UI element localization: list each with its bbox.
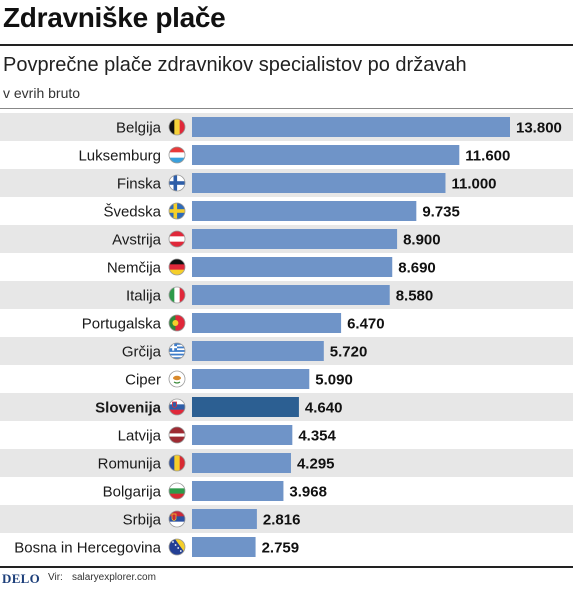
- bar: [192, 313, 342, 333]
- bar: [192, 453, 291, 473]
- bar: [192, 425, 293, 445]
- category-label: Portugalska: [82, 316, 162, 333]
- category-label: Belgija: [116, 120, 162, 137]
- flag-italy-icon: [168, 286, 186, 304]
- source-value: salaryexplorer.com: [72, 572, 156, 583]
- value-label: 2.759: [262, 540, 300, 557]
- category-label: Romunija: [98, 456, 162, 473]
- category-label: Luksemburg: [78, 148, 161, 165]
- bar-row: Finska 11.000: [0, 169, 573, 197]
- value-label: 8.690: [398, 260, 436, 277]
- value-label: 8.580: [396, 288, 434, 305]
- bar-highlighted: [192, 397, 299, 417]
- bar-row: Romunija 4.295: [0, 449, 573, 477]
- footer-rule: [0, 566, 573, 568]
- category-label: Nemčija: [107, 260, 162, 277]
- category-label: Bosna in Hercegovina: [14, 540, 161, 557]
- category-label: Srbija: [123, 512, 162, 529]
- flag-sweden-icon: [168, 202, 186, 220]
- value-label: 4.354: [298, 428, 336, 445]
- category-label: Švedska: [103, 204, 161, 221]
- chart-subtitle: Povprečne plače zdravnikov specialistov …: [3, 54, 467, 76]
- bar-row: Ciper 5.090: [125, 369, 353, 389]
- bar-row: Belgija 13.800: [0, 113, 573, 141]
- value-label: 8.900: [403, 232, 441, 249]
- category-label: Avstrija: [112, 232, 162, 249]
- title-rule: [0, 44, 573, 46]
- value-label: 9.735: [422, 204, 460, 221]
- flag-luxembourg-icon: [168, 146, 186, 164]
- row-stripe: [0, 505, 573, 533]
- value-label: 11.600: [465, 148, 510, 165]
- bar-row: Bolgarija 3.968: [103, 481, 327, 501]
- bar: [192, 369, 310, 389]
- category-label: Latvija: [118, 428, 162, 445]
- bar-row: Portugalska 6.470: [82, 313, 385, 333]
- chart-title: Zdravniške plače: [3, 2, 226, 33]
- bar: [192, 481, 284, 501]
- bar: [192, 229, 398, 249]
- bar-row: Avstrija 8.900: [0, 225, 573, 253]
- value-label: 4.640: [305, 400, 343, 417]
- category-label: Bolgarija: [103, 484, 162, 501]
- bar: [192, 173, 446, 193]
- bar: [192, 257, 393, 277]
- category-label: Ciper: [125, 372, 161, 389]
- bar: [192, 285, 390, 305]
- value-label: 13.800: [516, 120, 562, 137]
- unit-label: v evrih bruto: [3, 85, 81, 101]
- header-rule: [0, 108, 573, 109]
- bar-row: Luksemburg 11.600: [78, 145, 510, 165]
- bar: [192, 117, 510, 137]
- flag-cyprus-icon: [168, 370, 186, 388]
- bar-row: Švedska 9.735: [103, 201, 460, 221]
- category-label: Slovenija: [95, 400, 162, 417]
- category-label: Finska: [117, 176, 162, 193]
- value-label: 4.295: [297, 456, 335, 473]
- flag-romania-icon: [168, 454, 186, 472]
- flag-bosnia-icon: [168, 538, 186, 556]
- bar-row: Srbija 2.816: [0, 505, 573, 533]
- source-label: Vir:: [48, 572, 63, 583]
- bar: [192, 509, 257, 529]
- value-label: 3.968: [289, 484, 327, 501]
- flag-finland-icon: [168, 174, 186, 192]
- flag-bulgaria-icon: [168, 482, 186, 500]
- flag-portugal-icon: [168, 314, 186, 332]
- value-label: 2.816: [263, 512, 301, 529]
- flag-serbia-icon: [168, 510, 186, 528]
- bar: [192, 537, 256, 557]
- value-label: 5.720: [330, 344, 368, 361]
- flag-slovenia-icon: [168, 398, 186, 416]
- bar-chart: Belgija 13.800 Luksemburg 11.600 Finska 11.00…: [0, 113, 573, 557]
- flag-latvia-icon: [168, 426, 186, 444]
- bar: [192, 341, 324, 361]
- bar: [192, 145, 460, 165]
- footer: DELO Vir: salaryexplorer.com: [0, 566, 573, 593]
- category-label: Italija: [126, 288, 162, 305]
- bar-row: Slovenija 4.640: [0, 393, 573, 421]
- category-label: Grčija: [122, 344, 162, 361]
- bar: [192, 201, 417, 221]
- flag-greece-icon: [168, 342, 186, 360]
- flag-belgium-icon: [168, 118, 186, 136]
- value-label: 11.000: [451, 176, 496, 193]
- value-label: 5.090: [315, 372, 353, 389]
- delo-logo: DELO: [2, 571, 41, 586]
- bar-row: Latvija 4.354: [118, 425, 337, 445]
- flag-austria-icon: [168, 230, 186, 248]
- bar-row: Bosna in Hercegovina 2.759: [14, 537, 299, 557]
- value-label: 6.470: [347, 316, 385, 333]
- bar-row: Italija 8.580: [0, 281, 573, 309]
- bar-row: Nemčija 8.690: [107, 257, 436, 277]
- bar-row: Grčija 5.720: [0, 337, 573, 365]
- flag-germany-icon: [168, 258, 186, 276]
